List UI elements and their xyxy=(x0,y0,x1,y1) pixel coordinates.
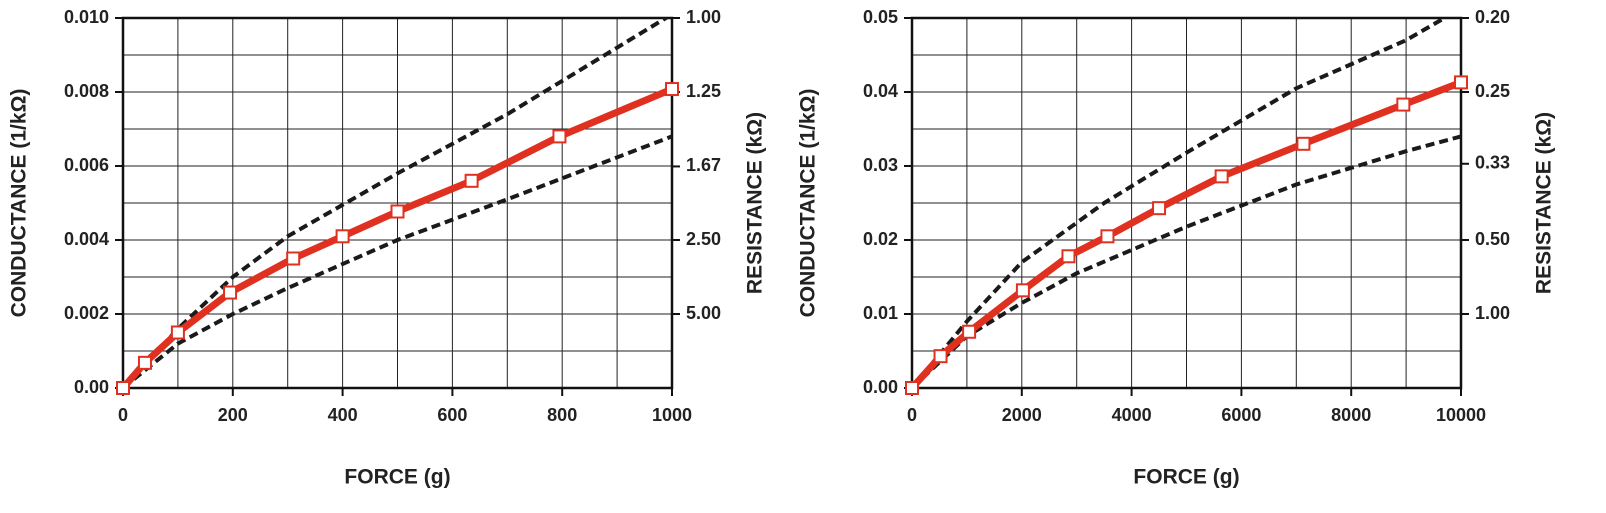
y-tick-label: 0.04 xyxy=(863,81,898,101)
marker xyxy=(1454,75,1468,90)
y-tick-label: 0.002 xyxy=(64,303,109,323)
chart: 0 200 400 600 800 1000 0.00 0.002 0.004 0.006 0.00… xyxy=(8,7,767,489)
y-tick-label: 0.00 xyxy=(74,377,109,397)
marker xyxy=(1152,201,1167,216)
marker xyxy=(223,285,238,300)
marker xyxy=(905,381,919,395)
marker xyxy=(962,324,977,339)
data-line xyxy=(123,85,672,388)
y2-tick-label: 1.00 xyxy=(1475,303,1510,323)
y-tick-label: 0.03 xyxy=(863,155,898,175)
y2-tick-label: 0.20 xyxy=(1475,7,1510,27)
marker xyxy=(1061,249,1076,264)
x-tick-label: 8000 xyxy=(1331,405,1371,425)
marker xyxy=(933,349,948,364)
x-tick-label: 400 xyxy=(328,405,358,425)
y2-axis-label: RESISTANCE (kΩ) xyxy=(1533,112,1556,294)
marker xyxy=(1396,97,1411,112)
y-tick-label: 0.05 xyxy=(863,7,898,27)
y-axis-label: CONDUCTANCE (1/kΩ) xyxy=(8,89,31,318)
data-line xyxy=(123,134,672,388)
x-axis-label: FORCE (g) xyxy=(344,466,450,489)
y-axis-label: CONDUCTANCE (1/kΩ) xyxy=(797,89,820,318)
x-tick-label: 600 xyxy=(437,405,467,425)
x-tick-label: 4000 xyxy=(1112,405,1152,425)
x-tick-label: 0 xyxy=(118,405,128,425)
y2-tick-label: 2.50 xyxy=(686,229,721,249)
marker xyxy=(1015,283,1030,298)
marker xyxy=(1100,229,1115,244)
x-tick-label: 2000 xyxy=(1002,405,1042,425)
x-axis-label: FORCE (g) xyxy=(1133,466,1239,489)
y2-tick-label: 0.25 xyxy=(1475,81,1510,101)
marker xyxy=(552,129,567,144)
x-tick-label: 0 xyxy=(907,405,917,425)
y2-tick-label: 1.25 xyxy=(686,81,721,101)
data-line xyxy=(912,18,1446,388)
marker xyxy=(464,173,479,188)
x-tick-label: 200 xyxy=(218,405,248,425)
marker xyxy=(390,204,405,219)
y2-tick-label: 1.00 xyxy=(686,7,721,27)
plot-frame xyxy=(121,16,674,390)
y-tick-label: 0.008 xyxy=(64,81,109,101)
marker xyxy=(665,82,679,97)
y2-tick-label: 0.50 xyxy=(1475,229,1510,249)
x-tick-label: 1000 xyxy=(652,405,692,425)
y-tick-label: 0.006 xyxy=(64,155,109,175)
y2-tick-label: 1.67 xyxy=(686,155,721,175)
y-tick-label: 0.02 xyxy=(863,229,898,249)
marker xyxy=(335,229,350,244)
x-tick-label: 800 xyxy=(547,405,577,425)
y-tick-label: 0.00 xyxy=(863,377,898,397)
marker xyxy=(137,355,152,370)
y-tick-label: 0.004 xyxy=(64,229,109,249)
x-tick-label: 6000 xyxy=(1221,405,1261,425)
x-tick-label: 10000 xyxy=(1436,405,1486,425)
plot-frame xyxy=(910,16,1463,390)
y-tick-label: 0.010 xyxy=(64,7,109,27)
marker xyxy=(1214,169,1229,184)
y2-axis-label: RESISTANCE (kΩ) xyxy=(744,112,767,294)
marker xyxy=(1296,136,1311,151)
y2-tick-label: 5.00 xyxy=(686,303,721,323)
marker xyxy=(116,381,130,395)
y-tick-label: 0.01 xyxy=(863,303,898,323)
chart: 0 2000 4000 6000 8000 10000 0.00 0.01 0.02 0.03 0.… xyxy=(797,7,1556,489)
marker xyxy=(170,325,185,340)
data-line xyxy=(123,18,670,388)
marker xyxy=(286,251,301,266)
y2-tick-label: 0.33 xyxy=(1475,153,1510,173)
